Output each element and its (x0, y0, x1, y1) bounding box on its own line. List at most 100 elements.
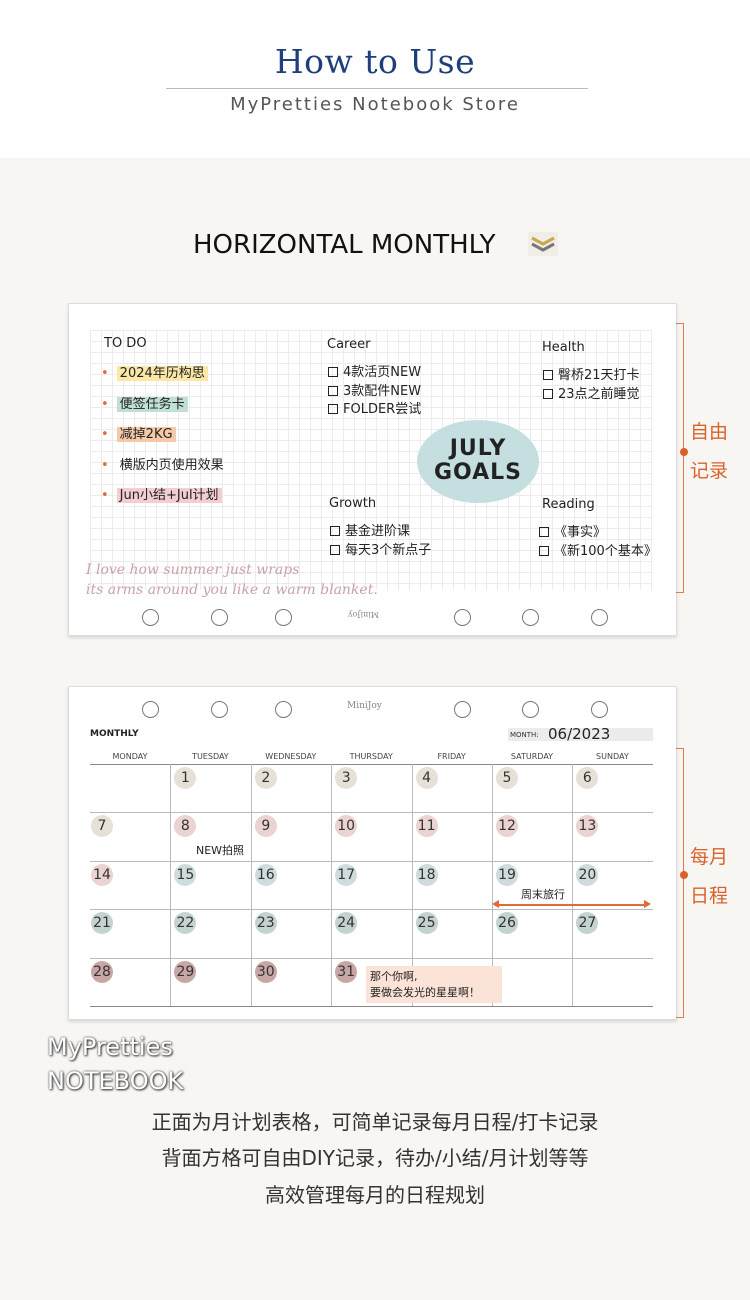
day-cell-26[interactable]: 26 (496, 912, 518, 934)
monthly-title: MONTHLY (90, 729, 139, 739)
note-weekend-trip: 周末旅行 (521, 888, 565, 901)
day-cell-20[interactable]: 20 (576, 864, 599, 886)
grid-line (90, 764, 653, 765)
checklist-item: 4款活页NEW (328, 361, 421, 380)
day-cell-22[interactable]: 22 (174, 912, 197, 934)
note-star-line-1: 那个你啊, (370, 970, 418, 983)
day-cell-14[interactable]: 14 (91, 864, 113, 886)
day-cell-4[interactable]: 4 (415, 767, 438, 789)
day-cell-12[interactable]: 12 (496, 815, 518, 837)
checklist-item: 23点之前睡觉 (543, 383, 640, 402)
day-cell-7[interactable]: 7 (91, 815, 113, 837)
day-cell-13[interactable]: 13 (576, 815, 599, 837)
checkbox-icon[interactable] (328, 367, 338, 377)
weekday-header: MONDAY (112, 752, 148, 761)
binder-hole (142, 701, 159, 718)
growth-list: 基金进阶课 每天3个新点子 (330, 520, 431, 558)
day-cell-16[interactable]: 16 (254, 864, 277, 886)
day-cell-6[interactable]: 6 (576, 767, 599, 789)
watermark: MyPretties NOTEBOOK (47, 1030, 183, 1098)
bullet-icon: • (101, 427, 109, 442)
day-cell-25[interactable]: 25 (415, 912, 438, 934)
checkbox-icon[interactable] (328, 404, 338, 414)
double-chevron-down-icon (528, 232, 558, 256)
growth-title: Growth (329, 496, 377, 511)
day-cell-9[interactable]: 9 (254, 815, 277, 837)
day-cell-29[interactable]: 29 (174, 961, 197, 983)
description-line-1: 正面为月计划表格，可简单记录每月日程/打卡记录 (151, 1110, 599, 1134)
day-cell-18[interactable]: 18 (415, 864, 438, 886)
month-label: MONTH: (510, 731, 539, 739)
day-cell-5[interactable]: 5 (496, 767, 518, 789)
watermark-line-1: MyPretties (47, 1033, 173, 1061)
brand-logo: MiniJoy (347, 701, 382, 711)
checkbox-icon[interactable] (328, 385, 338, 396)
day-cell-31[interactable]: 31 (335, 961, 358, 983)
todo-text: 减掉2KG (116, 427, 176, 442)
binder-hole (522, 701, 539, 718)
day-cell-21[interactable]: 21 (91, 912, 113, 934)
checkbox-icon[interactable] (543, 388, 553, 399)
todo-title: TO DO (104, 336, 147, 351)
grid-line (90, 958, 653, 959)
day-cell-19[interactable]: 19 (496, 864, 518, 886)
day-cell-23[interactable]: 23 (254, 912, 277, 934)
career-title: Career (327, 337, 371, 352)
description-line-2: 背面方格可自由DIY记录，待办/小结/月计划等等 (161, 1146, 589, 1170)
reading-list: 《事实》《新100个基本》 (539, 521, 657, 559)
day-cell-1[interactable]: 1 (174, 767, 197, 789)
side-label: 每月 日程 (690, 838, 728, 916)
day-cell-15[interactable]: 15 (174, 864, 197, 886)
note-star-line-2: 要做会发光的星星啊！ (370, 986, 480, 999)
checklist-text: FOLDER尝试 (343, 402, 422, 417)
binder-hole (142, 609, 159, 626)
checklist-item: 臀桥21天打卡 (543, 364, 640, 383)
day-cell-10[interactable]: 10 (335, 815, 358, 837)
day-cell-27[interactable]: 27 (576, 912, 599, 934)
weekday-header: SATURDAY (510, 752, 554, 761)
description-line-3: 高效管理每月的日程规划 (265, 1183, 485, 1207)
todo-item: • 便签任务卡 (101, 393, 227, 424)
grid-line (331, 764, 333, 1006)
binder-hole (522, 609, 539, 626)
bracket-dot (680, 448, 688, 456)
day-cell-8[interactable]: 8 (174, 815, 197, 837)
checkbox-icon[interactable] (543, 370, 553, 380)
day-cell-30[interactable]: 30 (254, 961, 277, 983)
quote-line-2: its arms around you like a warm blanket. (86, 582, 378, 598)
day-cell-24[interactable]: 24 (335, 912, 358, 934)
day-cell-3[interactable]: 3 (335, 767, 358, 789)
checklist-item: 每天3个新点子 (330, 539, 431, 558)
bracket-dot (680, 871, 688, 879)
divider (166, 88, 588, 89)
grid-line (492, 764, 493, 1006)
checklist-text: 《新100个基本》 (554, 543, 657, 559)
bracket (676, 323, 684, 593)
health-list: 臀桥21天打卡 23点之前睡觉 (543, 364, 640, 402)
binder-hole (211, 609, 228, 626)
day-cell-2[interactable]: 2 (254, 767, 277, 789)
arrow-left-icon (492, 900, 499, 908)
binder-hole (591, 701, 608, 718)
checkbox-icon[interactable] (330, 544, 340, 555)
brand-logo: MiniJoy (348, 610, 380, 619)
checkbox-icon[interactable] (330, 526, 340, 536)
checklist-item: 3款配件NEW (328, 380, 421, 399)
day-cell-17[interactable]: 17 (335, 864, 358, 886)
checkbox-icon[interactable] (539, 527, 549, 537)
side-label-line-2: 日程 (690, 885, 729, 907)
bullet-icon: • (101, 366, 109, 381)
grid-line (170, 764, 172, 1006)
month-field: MONTH: 06/2023 (508, 725, 653, 743)
checkbox-icon[interactable] (539, 545, 549, 556)
day-cell-11[interactable]: 11 (415, 815, 438, 837)
checklist-item: 《事实》 (539, 521, 657, 540)
todo-item: • Jun小结+Jul计划 (101, 484, 227, 515)
side-label-line-1: 每月 (690, 846, 729, 868)
section-title: HORIZONTAL MONTHLY (193, 230, 496, 260)
binder-hole (275, 701, 292, 718)
header-band (0, 0, 750, 158)
day-cell-28[interactable]: 28 (91, 961, 113, 983)
checklist-text: 3款配件NEW (343, 383, 422, 399)
binder-hole (454, 701, 471, 718)
